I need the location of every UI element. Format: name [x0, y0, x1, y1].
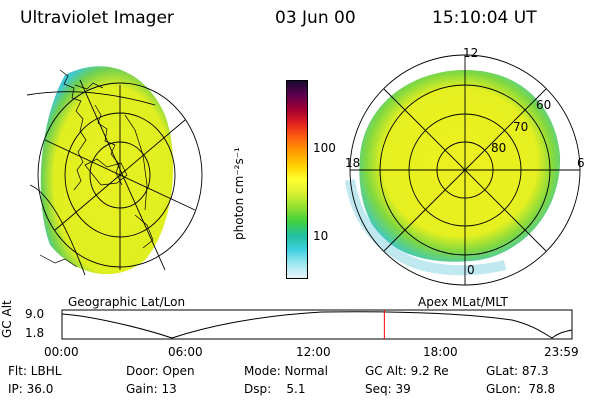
lat-label-60: 60	[536, 98, 552, 112]
timeline-ytick-high: 9.0	[25, 307, 45, 321]
apex-panel-caption: Apex MLat/MLT	[418, 295, 508, 309]
geo-coastlines	[39, 69, 154, 268]
info-door: Door: Open	[126, 364, 195, 378]
mlt-label-6: 6	[577, 156, 585, 170]
mlt-label-0: 0	[467, 263, 475, 277]
lat-label-80: 80	[491, 141, 507, 155]
imager-title: Ultraviolet Imager	[20, 8, 174, 28]
apex-aurora-image	[359, 70, 561, 262]
timeline-axis-label: GC Alt	[0, 300, 14, 338]
timeline-plot	[61, 309, 573, 340]
timeline-xtick-0600: 06:00	[168, 345, 203, 359]
header-time: 15:10:04 UT	[432, 8, 537, 28]
info-dsp: Dsp: 5.1	[244, 382, 306, 396]
apex-grid-lines	[349, 54, 581, 286]
colorbar-tick-100: 100	[313, 141, 336, 155]
info-filter: Flt: LBHL	[8, 364, 62, 378]
info-seq: Seq: 39	[365, 382, 411, 396]
info-gain: Gain: 13	[126, 382, 177, 396]
timeline-xtick-0000: 00:00	[44, 345, 79, 359]
geo-panel-caption: Geographic Lat/Lon	[68, 295, 186, 309]
colorbar-tick-10: 10	[313, 229, 329, 243]
info-glat: GLat: 87.3	[486, 364, 549, 378]
info-gc-alt: GC Alt: 9.2 Re	[365, 364, 449, 378]
info-glon: GLon: 78.8	[486, 382, 556, 396]
geo-grid-lines	[26, 79, 203, 276]
timeline-xtick-1200: 12:00	[296, 345, 331, 359]
info-mode: Mode: Normal	[244, 364, 328, 378]
info-ip: IP: 36.0	[8, 382, 54, 396]
lat-label-70: 70	[513, 120, 529, 134]
mlt-label-18: 18	[345, 156, 361, 170]
mlt-label-12: 12	[463, 46, 479, 60]
altitude-curve	[61, 311, 573, 339]
colorbar-unit-label: photon cm⁻²s⁻¹	[232, 147, 246, 240]
header-date: 03 Jun 00	[275, 8, 356, 28]
timeline-ytick-low: 1.8	[25, 326, 45, 340]
timeline-xtick-1800: 18:00	[423, 345, 458, 359]
colorbar	[286, 80, 308, 279]
apex-polar-panel	[345, 54, 581, 286]
geographic-map-panel	[26, 66, 203, 276]
geo-aurora-image	[40, 66, 174, 275]
timeline-xtick-2359: 23:59	[544, 345, 579, 359]
